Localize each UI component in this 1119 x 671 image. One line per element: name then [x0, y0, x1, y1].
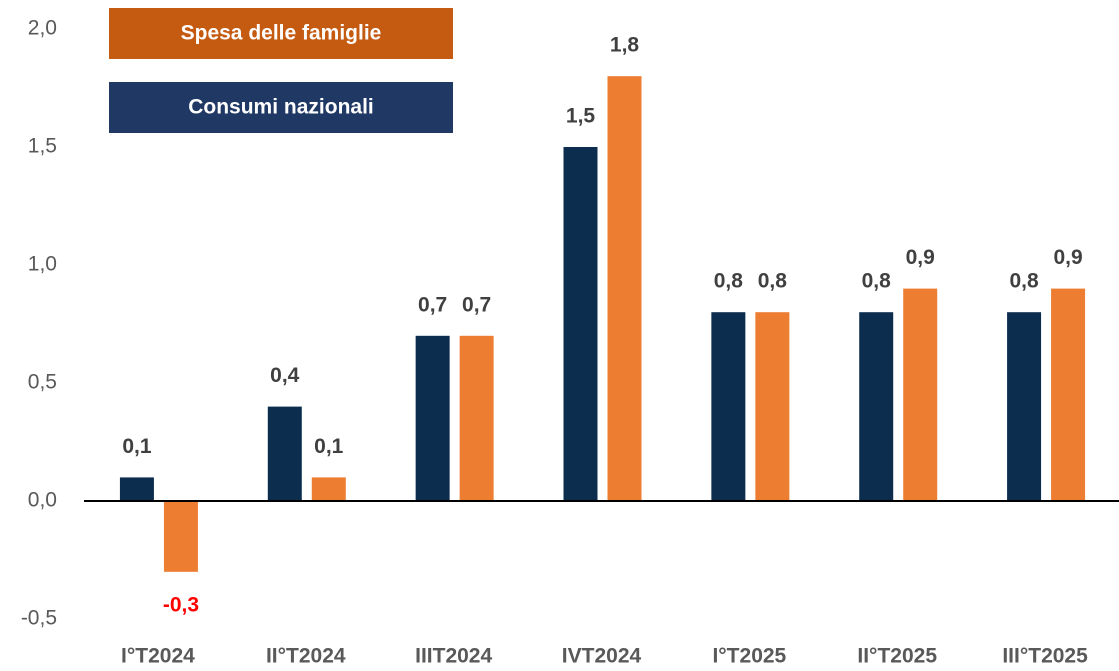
y-tick-label: 1,0	[28, 253, 57, 276]
y-tick-label: 0,0	[28, 489, 57, 512]
bar	[415, 335, 450, 501]
x-tick-label: IVT2024	[562, 645, 642, 668]
value-label: 0,9	[906, 246, 935, 269]
bar	[711, 312, 746, 501]
y-tick-label: 0,5	[28, 371, 57, 394]
y-tick-label: 2,0	[28, 17, 57, 40]
value-label: -0,3	[163, 593, 199, 616]
x-tick-label: III°T2025	[1002, 645, 1088, 668]
value-label: 1,5	[566, 105, 596, 128]
value-label: 0,1	[314, 435, 344, 458]
x-tick-label: I°T2024	[121, 645, 195, 668]
bar	[163, 501, 198, 572]
y-tick-label: -0,5	[21, 607, 57, 630]
value-label: 0,8	[862, 270, 892, 293]
x-tick-label: I°T2025	[712, 645, 786, 668]
bar	[903, 288, 938, 501]
bar	[563, 147, 598, 501]
bar	[311, 477, 346, 501]
bar	[119, 477, 154, 501]
bar	[607, 76, 642, 501]
value-label: 0,7	[418, 293, 447, 316]
legend-label: Spesa delle famiglie	[181, 22, 382, 45]
value-label: 0,9	[1053, 246, 1082, 269]
value-label: 1,8	[610, 34, 640, 57]
legend-swatch	[109, 82, 453, 133]
value-label: 0,8	[714, 270, 744, 293]
x-tick-label: II°T2025	[857, 645, 937, 668]
bar	[459, 335, 494, 501]
x-tick-label: II°T2024	[266, 645, 346, 668]
bar	[755, 312, 790, 501]
value-label: 0,4	[270, 364, 300, 387]
value-label: 0,8	[1009, 270, 1039, 293]
legend-swatch	[109, 8, 453, 59]
bar	[1051, 288, 1086, 501]
bar	[1007, 312, 1042, 501]
bar	[859, 312, 894, 501]
value-label: 0,7	[462, 293, 491, 316]
bar	[267, 406, 302, 501]
legend-label: Consumi nazionali	[188, 96, 374, 119]
y-tick-label: 1,5	[28, 135, 57, 158]
value-label: 0,1	[122, 435, 152, 458]
x-tick-label: IIIT2024	[415, 645, 492, 668]
value-label: 0,8	[758, 270, 788, 293]
